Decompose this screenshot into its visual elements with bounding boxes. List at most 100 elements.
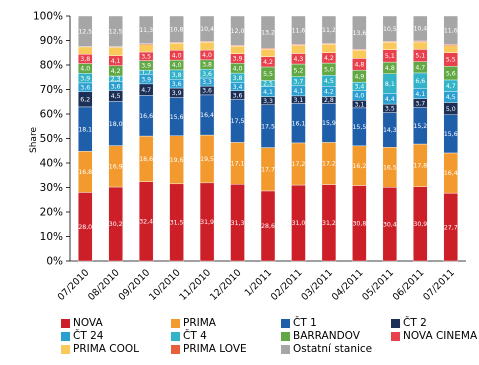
data-label: 4,0 (80, 66, 90, 73)
bar-segment (109, 47, 123, 55)
bar-segment (291, 45, 305, 53)
data-label: 10,4 (200, 26, 214, 33)
legend-swatch (171, 332, 180, 341)
data-label: 4,0 (172, 62, 182, 69)
data-label: 2,3 (111, 76, 121, 83)
data-label: 5,5 (446, 57, 456, 64)
y-axis-label: Share (29, 127, 39, 153)
bar-segment (261, 49, 275, 56)
data-label: 4,8 (385, 65, 395, 72)
data-label: 1,7 (141, 69, 151, 76)
bar-segment (444, 46, 458, 53)
data-label: 17,5 (261, 123, 275, 130)
legend-item: Ostatní stanice (281, 343, 372, 355)
data-label: 3,9 (172, 90, 182, 97)
data-label: 16,4 (444, 170, 458, 177)
data-label: 4,0 (172, 52, 182, 59)
data-label: 3,4 (233, 84, 243, 91)
data-label: 19,6 (170, 157, 184, 164)
legend-item: ČT 24 (61, 330, 103, 342)
data-label: 4,9 (354, 73, 364, 80)
data-label: 3,5 (141, 54, 151, 61)
legend-item: BARRANDOV (281, 330, 360, 342)
legend-item: ČT 2 (391, 317, 427, 329)
x-tick-label: 11/2010 (178, 267, 214, 303)
bar-segment (322, 44, 336, 53)
data-label: 30,2 (109, 221, 123, 228)
data-label: 4,2 (263, 59, 273, 66)
legend-swatch (281, 345, 290, 354)
data-label: 4,1 (263, 89, 273, 96)
legend-label: ČT 2 (403, 317, 427, 329)
data-label: 3,7 (415, 100, 425, 107)
data-label: 5,2 (294, 68, 304, 75)
legend-label: PRIMA COOL (73, 343, 139, 355)
data-label: 3,7 (294, 78, 304, 85)
legend-swatch (391, 332, 400, 341)
bar-segment (352, 50, 366, 58)
legend-label: PRIMA LOVE (183, 343, 247, 355)
data-label: 16,6 (139, 113, 153, 120)
x-tick-label: 06/2011 (391, 267, 427, 303)
legend-swatch (61, 332, 70, 341)
data-label: 3,8 (172, 72, 182, 79)
legend-item: PRIMA (171, 317, 216, 329)
y-tick-label: 60% (40, 109, 63, 121)
legend-item: PRIMA LOVE (171, 343, 247, 355)
data-label: 4,4 (385, 96, 395, 103)
data-label: 11,6 (292, 27, 306, 34)
y-tick-label: 90% (40, 35, 63, 47)
data-label: 17,8 (413, 163, 427, 170)
data-label: 3,8 (202, 62, 212, 69)
bar-segment (200, 42, 214, 50)
data-label: 3,9 (80, 75, 90, 82)
data-label: 4,5 (446, 94, 456, 101)
data-label: 15,9 (322, 120, 336, 127)
data-label: 28,6 (261, 223, 275, 230)
legend-label: NOVA (73, 317, 103, 329)
data-label: 17,2 (322, 161, 336, 168)
x-tick-label: 03/2011 (299, 267, 335, 303)
data-label: 3,6 (80, 84, 90, 91)
data-label: 16,9 (109, 164, 123, 171)
x-tick-label: 05/2011 (360, 267, 396, 303)
data-label: 4,1 (111, 58, 121, 65)
data-label: 15,5 (352, 124, 366, 131)
data-label: 10,4 (413, 26, 427, 33)
data-label: 11,2 (322, 27, 336, 34)
data-label: 17,2 (292, 161, 306, 168)
data-label: 3,5 (385, 105, 395, 112)
legend-label: BARRANDOV (293, 330, 360, 342)
legend-swatch (61, 319, 70, 328)
data-label: 4,0 (233, 65, 243, 72)
bar-segment (383, 42, 397, 50)
data-label: 3,9 (233, 56, 243, 63)
data-label: 16,1 (292, 120, 306, 127)
data-label: 15,6 (444, 131, 458, 138)
x-tick-label: 09/2010 (117, 267, 153, 303)
x-tick-label: 02/2011 (269, 267, 305, 303)
data-label: 17,5 (231, 118, 245, 125)
y-tick-label: 100% (33, 11, 63, 23)
legend-swatch (171, 319, 180, 328)
data-label: 5,0 (446, 106, 456, 113)
data-label: 3,6 (202, 88, 212, 95)
x-tick-label: 10/2010 (147, 267, 183, 303)
data-label: 16,2 (352, 163, 366, 170)
data-label: 3,3 (263, 98, 273, 105)
data-label: 18,0 (109, 121, 123, 128)
data-label: 12,5 (109, 29, 123, 36)
legend-swatch (281, 332, 290, 341)
legend-item: ČT 4 (171, 330, 207, 342)
data-label: 30,9 (413, 221, 427, 228)
legend-label: NOVA CINEMA (403, 330, 477, 342)
x-tick-label: 08/2010 (86, 267, 122, 303)
data-label: 4,5 (111, 93, 121, 100)
data-label: 31,9 (200, 219, 214, 226)
legend-item: NOVA (61, 317, 103, 329)
data-label: 12,0 (231, 28, 245, 35)
data-label: 10,5 (383, 26, 397, 33)
x-tick-label: 07/2011 (421, 267, 457, 303)
